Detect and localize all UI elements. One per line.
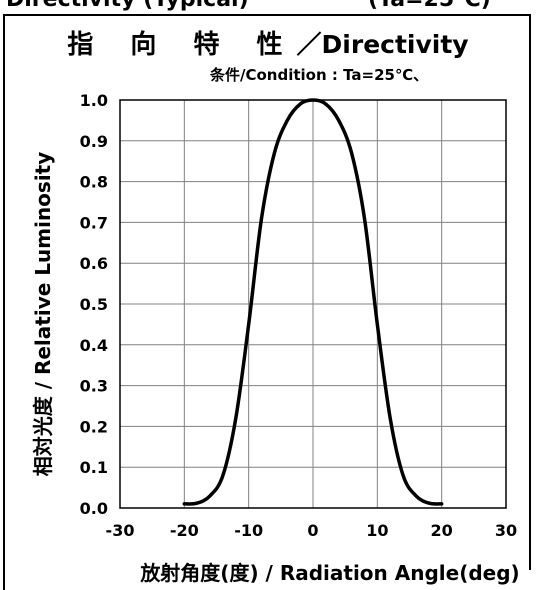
y-tick-label: 0.4 xyxy=(80,336,108,355)
x-tick-label: -20 xyxy=(170,521,199,540)
grid-lines xyxy=(119,99,507,509)
frame-left-border xyxy=(3,14,5,590)
chart-title-jp: 指 向 特 性 xyxy=(67,30,297,60)
x-tick-labels: -30 -20 -10 0 10 20 30 xyxy=(106,521,518,540)
x-tick-label: 10 xyxy=(366,521,388,540)
x-tick-label: 30 xyxy=(495,521,517,540)
frame-right-border xyxy=(529,14,531,570)
y-tick-labels: 0.0 0.1 0.2 0.3 0.4 0.5 0.6 0.7 0.8 0.9 1.0 xyxy=(80,91,108,518)
y-tick-label: 0.7 xyxy=(80,213,108,232)
y-axis-label: 相対光度 / Relative Luminosity xyxy=(31,152,55,477)
y-tick-label: 0.3 xyxy=(80,377,108,396)
x-tick-label: 0 xyxy=(307,521,318,540)
chart-title: 指 向 特 性／Directivity xyxy=(0,24,536,61)
chart-title-en: Directivity xyxy=(321,30,469,59)
x-tick-label: -10 xyxy=(234,521,263,540)
series-curves xyxy=(182,98,444,506)
y-tick-label: 0.0 xyxy=(80,499,108,518)
y-tick-label: 0.9 xyxy=(80,132,108,151)
y-tick-label: 0.5 xyxy=(80,295,108,314)
x-axis-label: 放射角度(度) / Radiation Angle(deg) xyxy=(139,561,519,585)
chart-subtitle: 条件/Condition : Ta=25℃、 xyxy=(210,66,429,84)
y-tick-label: 0.8 xyxy=(80,173,108,192)
series-line xyxy=(182,98,444,506)
frame-top-border xyxy=(3,14,531,16)
x-tick-label: -30 xyxy=(106,521,135,540)
chart-title-separator: ／ xyxy=(296,30,322,59)
section-caption-condition: (Ta=25℃) xyxy=(368,0,491,12)
y-tick-label: 1.0 xyxy=(80,91,108,110)
y-tick-label: 0.6 xyxy=(80,254,108,273)
y-tick-label: 0.2 xyxy=(80,417,108,436)
x-tick-label: 20 xyxy=(431,521,453,540)
y-tick-label: 0.1 xyxy=(80,458,108,477)
section-caption: Directivity (Typical) xyxy=(6,0,249,12)
